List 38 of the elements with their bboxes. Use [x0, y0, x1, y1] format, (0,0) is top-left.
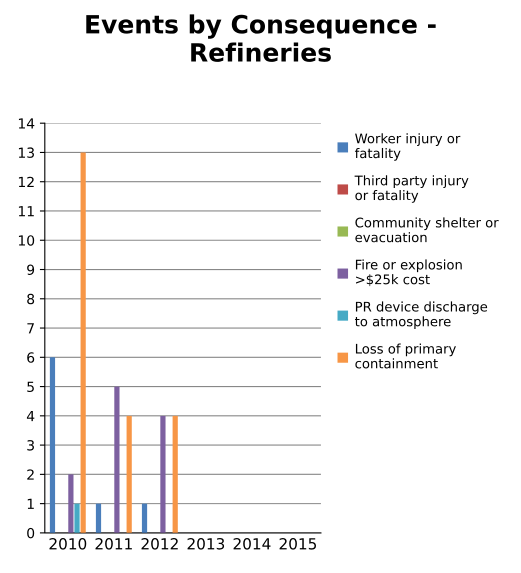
x-tick-label: 2013	[188, 538, 224, 550]
bar	[114, 386, 120, 533]
bar	[80, 152, 86, 533]
bar	[126, 416, 132, 533]
bar	[96, 504, 102, 533]
y-tick-label: 12	[18, 176, 34, 187]
bar	[68, 474, 74, 533]
y-tick-label: 2	[27, 469, 34, 480]
legend-label: Third party injury or fatality	[354, 175, 468, 203]
chart-title: Events by Consequence - Refineries	[86, 14, 436, 62]
y-tick-label: 13	[18, 147, 34, 158]
legend-label: PR device discharge to atmosphere	[355, 301, 488, 329]
bar	[50, 357, 56, 533]
legend-label: Loss of primary containment	[355, 343, 456, 368]
y-tick-label: 3	[27, 440, 34, 451]
y-tick-label: 6	[27, 352, 34, 363]
bar	[74, 504, 80, 533]
bar	[142, 504, 148, 533]
y-tick-label: 10	[18, 235, 34, 246]
x-tick-label: 2014	[234, 538, 270, 550]
y-tick-label: 9	[27, 264, 34, 275]
y-tick-label: 14	[18, 118, 34, 128]
y-tick-label: 0	[27, 528, 34, 538]
legend-label: Community shelter or evacuation	[355, 217, 499, 242]
x-tick-label: 2012	[142, 538, 178, 550]
y-tick-label: 7	[27, 323, 34, 334]
y-tick-label: 8	[27, 294, 34, 304]
y-tick-label: 5	[27, 382, 34, 392]
legend-label: Fire or explosion >$25k cost	[356, 259, 462, 286]
bar	[172, 416, 178, 533]
bar	[160, 416, 166, 533]
y-tick-label: 4	[26, 410, 34, 422]
x-tick-label: 2011	[96, 538, 132, 550]
y-tick-label: 1	[28, 498, 34, 509]
x-tick-label: 2015	[280, 538, 316, 550]
legend-label: Worker injury or fatality	[354, 133, 460, 161]
x-tick-label: 2010	[49, 538, 86, 550]
y-tick-label: 11	[18, 206, 34, 216]
